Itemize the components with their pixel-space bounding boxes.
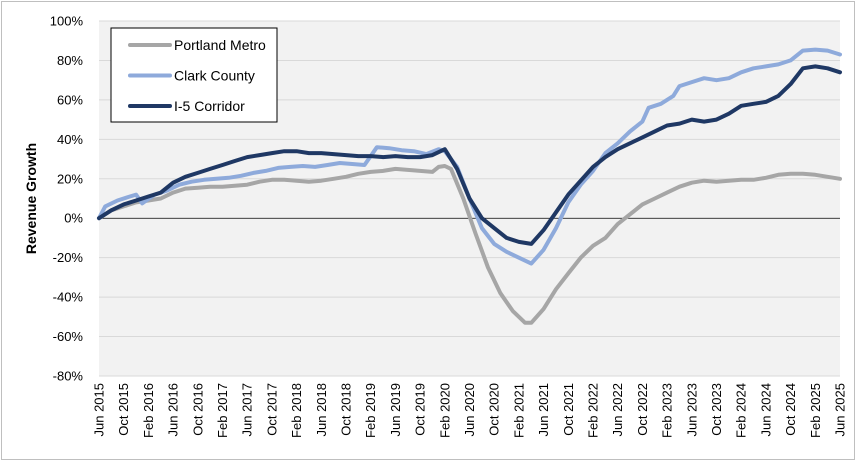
series-line-portland-metro	[97, 164, 842, 325]
x-tick-label: Feb 2021	[511, 383, 526, 438]
y-axis-title: Revenue Growth	[23, 143, 39, 254]
x-tick-label: Jun 2025	[833, 383, 848, 437]
legend: Portland Metro Clark County I-5 Corridor	[110, 27, 278, 123]
y-tick-label: 60%	[57, 92, 83, 107]
x-tick-label: Jun 2016	[166, 383, 181, 437]
y-tick-label: 0%	[64, 211, 83, 226]
x-tick-label: Oct 2015	[116, 383, 131, 436]
x-tick-label: Oct 2021	[561, 383, 576, 436]
x-tick-label: Oct 2022	[635, 383, 650, 436]
x-tick-label: Oct 2016	[190, 383, 205, 436]
x-tick-label: Oct 2018	[339, 383, 354, 436]
x-tick-label: Jun 2021	[536, 383, 551, 437]
x-tick-label: Feb 2025	[808, 383, 823, 438]
x-tick-label: Oct 2024	[783, 383, 798, 436]
y-tick-label: -80%	[53, 369, 84, 384]
x-tick-label: Feb 2022	[586, 383, 601, 438]
x-tick-label: Jun 2015	[92, 383, 107, 437]
x-tick-label: Oct 2017	[264, 383, 279, 436]
x-tick-label: Feb 2018	[289, 383, 304, 438]
y-tick-label: 100%	[50, 14, 84, 29]
y-tick-label: 40%	[57, 132, 83, 147]
series-line-i-5-corridor	[97, 64, 842, 246]
x-tick-label: Jun 2024	[758, 383, 773, 437]
x-tick-label: Feb 2024	[734, 383, 749, 438]
x-tick-label: Jun 2018	[314, 383, 329, 437]
y-tick-label: -20%	[53, 250, 84, 265]
x-tick-label: Jun 2019	[388, 383, 403, 437]
x-tick-label: Jun 2020	[462, 383, 477, 437]
x-tick-label: Feb 2016	[141, 383, 156, 438]
x-tick-label: Jun 2023	[684, 383, 699, 437]
x-axis-ticks: Jun 2015 Oct 2015 Feb 2016 Jun 2016 Oct 2016…	[92, 383, 848, 438]
x-tick-label: Feb 2017	[215, 383, 230, 438]
legend-label: Clark County	[174, 68, 255, 84]
y-tick-label: 80%	[57, 53, 83, 68]
y-axis-ticks: 100% 80% 60% 40% 20% 0% -20% -40% -60% -80%	[50, 14, 84, 384]
x-tick-label: Jun 2022	[610, 383, 625, 437]
x-tick-label: Feb 2020	[437, 383, 452, 438]
x-tick-label: Oct 2023	[709, 383, 724, 436]
x-tick-label: Oct 2019	[413, 383, 428, 436]
legend-label: Portland Metro	[174, 37, 266, 53]
y-tick-label: 20%	[57, 171, 83, 186]
y-tick-label: -40%	[53, 290, 84, 305]
x-tick-label: Jun 2017	[240, 383, 255, 437]
x-tick-label: Oct 2020	[487, 383, 502, 436]
legend-label: I-5 Corridor	[174, 98, 245, 114]
x-tick-label: Feb 2023	[660, 383, 675, 438]
y-tick-label: -60%	[53, 329, 84, 344]
revenue-growth-chart: 100% 80% 60% 40% 20% 0% -20% -40% -60% -80% Jun 2…	[23, 14, 848, 438]
series-lines	[97, 47, 842, 325]
x-tick-label: Feb 2019	[363, 383, 378, 438]
